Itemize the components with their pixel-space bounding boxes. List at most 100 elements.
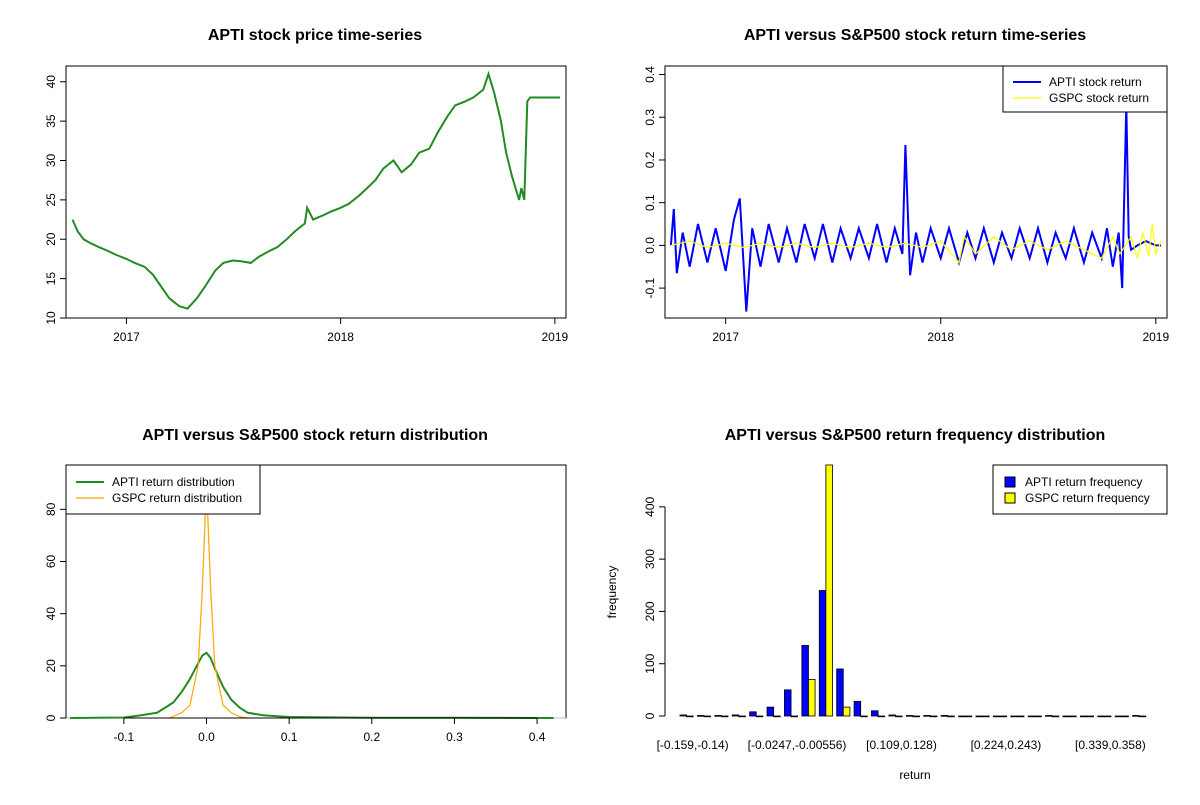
apti-frequency-bar bbox=[731, 714, 740, 717]
apti-frequency-bar bbox=[697, 715, 705, 717]
density-chart: APTI versus S&P500 stock return distribu… bbox=[44, 427, 567, 744]
price-y-tick-label: 10 bbox=[44, 311, 58, 325]
apti-frequency-legend-swatch bbox=[1004, 476, 1016, 488]
price-chart-title: APTI stock price time-series bbox=[208, 27, 422, 44]
gspc-frequency-bar bbox=[703, 715, 712, 718]
density-x-tick-label: 0.4 bbox=[529, 730, 546, 744]
apti-frequency-bar bbox=[1010, 715, 1018, 718]
gspc-density-legend-label: GSPC return distribution bbox=[112, 491, 242, 505]
apti-frequency-bar bbox=[888, 714, 896, 717]
gspc-frequency-bar bbox=[1069, 715, 1077, 718]
returns-chart: APTI versus S&P500 stock return time-ser… bbox=[643, 27, 1169, 344]
gspc-frequency-legend-swatch bbox=[1004, 492, 1016, 504]
apti-return-series-line bbox=[669, 104, 1162, 312]
returns-x-tick-label: 2019 bbox=[1142, 330, 1169, 344]
apti-frequency-bar bbox=[992, 715, 1001, 718]
gspc-frequency-bar bbox=[808, 678, 816, 717]
apti-frequency-bar bbox=[1097, 715, 1105, 718]
returns-y-tick-label: -0.1 bbox=[643, 277, 657, 298]
frequency-y-tick-label: 400 bbox=[643, 497, 657, 517]
frequency-x-tick-label: [-0.159,-0.14) bbox=[657, 738, 729, 752]
price-y-tick-label: 20 bbox=[44, 232, 58, 246]
density-y-tick-label: 40 bbox=[44, 607, 58, 621]
gspc-frequency-bar bbox=[1121, 715, 1129, 718]
apti-frequency-bar bbox=[940, 715, 949, 717]
returns-y-tick-label: 0.2 bbox=[643, 151, 657, 168]
price-x-tick-label: 2017 bbox=[113, 330, 140, 344]
price-y-tick-label: 15 bbox=[44, 272, 58, 286]
returns-legend-box bbox=[1002, 65, 1168, 113]
frequency-y-tick-label: 200 bbox=[643, 601, 657, 621]
apti-frequency-bar bbox=[975, 715, 983, 718]
price-plot-frame bbox=[65, 65, 567, 319]
price-chart: APTI stock price time-series 10 15 20 25 30 3… bbox=[44, 27, 569, 344]
apti-density-legend-label: APTI return distribution bbox=[112, 475, 235, 489]
returns-x-tick-label: 2018 bbox=[927, 330, 954, 344]
price-y-tick-label: 30 bbox=[44, 154, 58, 168]
density-y-tick-label: 20 bbox=[44, 659, 58, 673]
density-y-tick-label: 60 bbox=[44, 555, 58, 569]
apti-frequency-bar bbox=[1062, 715, 1070, 718]
frequency-x-tick-label: [0.224,0.243) bbox=[971, 738, 1042, 752]
apti-frequency-bar bbox=[871, 710, 879, 717]
gspc-frequency-bar bbox=[1034, 715, 1042, 718]
density-y-tick-label: 80 bbox=[44, 502, 58, 516]
price-series-line bbox=[71, 70, 561, 310]
apti-frequency-bar bbox=[766, 706, 775, 717]
price-x-tick-label: 2019 bbox=[541, 330, 568, 344]
apti-density-line bbox=[70, 651, 554, 719]
gspc-frequency-bar bbox=[790, 715, 799, 718]
frequency-y-tick-label: 100 bbox=[643, 653, 657, 673]
gspc-frequency-legend-label: GSPC return frequency bbox=[1025, 491, 1150, 505]
apti-frequency-bar bbox=[923, 715, 931, 717]
returns-y-tick-label: 0.4 bbox=[643, 66, 657, 83]
returns-y-tick-label: 0.3 bbox=[643, 109, 657, 126]
apti-frequency-bar bbox=[1132, 715, 1140, 717]
gspc-frequency-bar bbox=[755, 715, 764, 718]
gspc-frequency-bar bbox=[1016, 715, 1025, 718]
frequency-x-tick-label: [0.339,0.358) bbox=[1075, 738, 1146, 752]
density-x-tick-label: -0.1 bbox=[114, 730, 135, 744]
apti-frequency-bar bbox=[958, 715, 966, 718]
frequency-y-axis-label: frequency bbox=[605, 566, 619, 619]
frequency-x-tick-label: [-0.0247,-0.00556) bbox=[748, 738, 847, 752]
gspc-frequency-bar bbox=[929, 715, 938, 718]
gspc-frequency-bar bbox=[1051, 715, 1060, 718]
price-y-tick-label: 40 bbox=[44, 75, 58, 89]
returns-chart-title: APTI versus S&P500 stock return time-ser… bbox=[744, 27, 1086, 44]
gspc-frequency-bar bbox=[825, 464, 833, 717]
gspc-frequency-bar bbox=[860, 715, 868, 718]
density-x-tick-label: 0.2 bbox=[363, 730, 380, 744]
gspc-return-series-line bbox=[670, 223, 1162, 264]
apti-frequency-bar bbox=[818, 590, 827, 717]
density-x-tick-label: 0.1 bbox=[281, 730, 298, 744]
returns-x-tick-label: 2017 bbox=[712, 330, 739, 344]
density-x-tick-label: 0.3 bbox=[446, 730, 463, 744]
frequency-legend-box bbox=[992, 464, 1168, 515]
gspc-frequency-bar bbox=[895, 715, 903, 718]
gspc-frequency-bar bbox=[721, 715, 729, 718]
apti-frequency-bar bbox=[836, 668, 844, 717]
gspc-frequency-bar bbox=[1086, 715, 1095, 718]
density-chart-title: APTI versus S&P500 stock return distribu… bbox=[142, 427, 488, 444]
gspc-frequency-bar bbox=[947, 715, 955, 718]
density-legend-box bbox=[65, 464, 261, 515]
price-y-tick-label: 35 bbox=[44, 114, 58, 128]
price-y-tick-label: 25 bbox=[44, 193, 58, 207]
apti-frequency-bar bbox=[1045, 715, 1053, 717]
gspc-frequency-bar bbox=[1138, 715, 1147, 718]
apti-frequency-bar bbox=[1027, 715, 1036, 718]
price-x-tick-label: 2018 bbox=[327, 330, 354, 344]
frequency-chart-title: APTI versus S&P500 return frequency dist… bbox=[725, 427, 1106, 444]
gspc-frequency-bar bbox=[982, 715, 990, 718]
gspc-frequency-bar bbox=[1103, 715, 1112, 718]
apti-frequency-bar bbox=[853, 700, 862, 717]
apti-frequency-bar bbox=[749, 711, 757, 717]
gspc-legend-label: GSPC stock return bbox=[1049, 91, 1149, 105]
gspc-frequency-bar bbox=[686, 715, 694, 718]
gspc-density-line bbox=[169, 483, 248, 719]
returns-y-tick-label: 0.1 bbox=[643, 194, 657, 211]
apti-frequency-bar bbox=[801, 645, 809, 717]
